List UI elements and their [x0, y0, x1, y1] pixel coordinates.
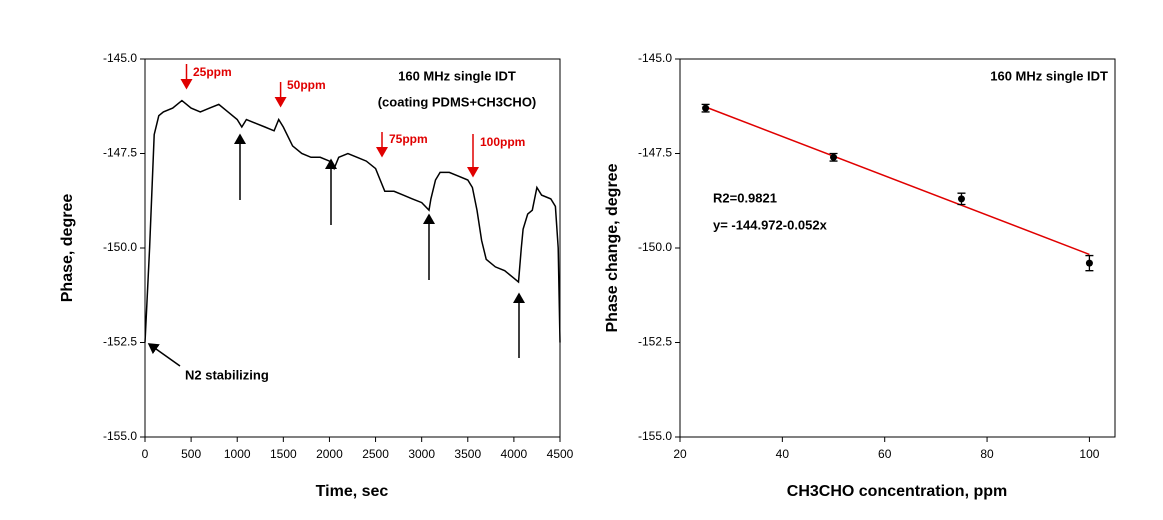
x-tick-label: 3000 [408, 447, 435, 461]
x-tick-label: 60 [878, 447, 892, 461]
x-tick-label: 4500 [547, 447, 574, 461]
chart-title: 160 MHz single IDT [990, 68, 1108, 83]
plot-frame [679, 58, 1116, 438]
x-tick-label: 100 [1079, 447, 1099, 461]
data-point [957, 195, 965, 203]
data-point [1085, 259, 1093, 267]
y-tick-label: -152.5 [103, 335, 137, 349]
x-tick-label: 0 [142, 447, 149, 461]
y-tick-label: -147.5 [638, 146, 672, 160]
data-point [702, 104, 710, 112]
fit-line [705, 106, 1090, 256]
x-tick-label: 2000 [316, 447, 343, 461]
y-axis-label: Phase, degree [59, 194, 76, 303]
y-tick-label: -145.0 [103, 51, 137, 65]
y-tick-label: -155.0 [638, 429, 672, 443]
x-axis-label: CH3CHO concentration, ppm [787, 483, 1007, 500]
y-axis-label: Phase change, degree [604, 163, 621, 332]
annotation: R2=0.9821 [713, 190, 777, 205]
annotation: y= -144.972-0.052x [713, 217, 828, 232]
x-tick-label: 4000 [501, 447, 528, 461]
y-tick-label: -145.0 [638, 51, 672, 65]
y-tick-label: -147.5 [103, 146, 137, 160]
x-tick-label: 40 [776, 447, 790, 461]
y-tick-label: -150.0 [103, 240, 137, 254]
annotation: 50ppm [287, 78, 326, 92]
y-tick-label: -152.5 [638, 335, 672, 349]
x-axis-label: Time, sec [316, 483, 389, 500]
arrow [147, 343, 181, 367]
x-tick-label: 2500 [362, 447, 389, 461]
x-tick-label: 20 [673, 447, 687, 461]
y-tick-label: -155.0 [103, 429, 137, 443]
chart-subtitle: (coating PDMS+CH3CHO) [378, 94, 537, 109]
chart-title: 160 MHz single IDT [398, 68, 516, 83]
x-tick-label: 1000 [224, 447, 251, 461]
annotation: 25ppm [193, 65, 232, 79]
data-point [830, 153, 838, 161]
y-tick-label: -150.0 [638, 240, 672, 254]
x-tick-label: 1500 [270, 447, 297, 461]
x-tick-label: 500 [181, 447, 201, 461]
x-tick-label: 80 [980, 447, 994, 461]
data-line [144, 99, 561, 343]
annotation: 75ppm [389, 132, 428, 146]
x-tick-label: 3500 [454, 447, 481, 461]
annotation: 100ppm [480, 135, 525, 149]
arrows [147, 64, 525, 367]
annotation: N2 stabilizing [185, 367, 269, 382]
